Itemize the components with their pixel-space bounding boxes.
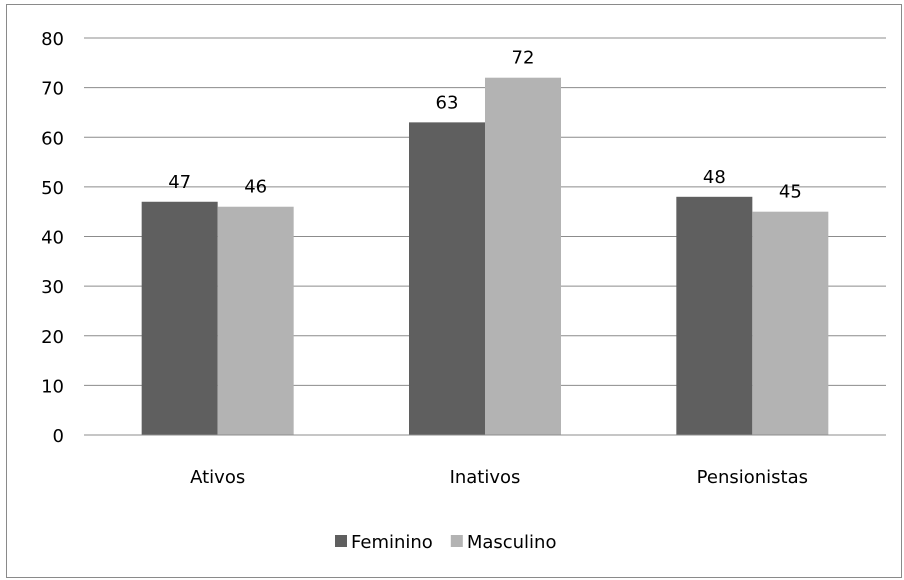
data-label: 72 bbox=[512, 48, 535, 69]
y-tick-label: 30 bbox=[41, 277, 64, 298]
bar bbox=[217, 206, 294, 435]
y-tick-label: 70 bbox=[41, 79, 64, 100]
data-label: 45 bbox=[779, 182, 802, 203]
x-tick-label: Inativos bbox=[450, 467, 521, 488]
y-tick-label: 50 bbox=[41, 178, 64, 199]
legend-swatch bbox=[335, 535, 347, 547]
bars bbox=[141, 77, 829, 436]
bar bbox=[409, 122, 485, 436]
x-tick-label: Ativos bbox=[190, 467, 245, 488]
bar bbox=[676, 196, 753, 435]
legend-label: Masculino bbox=[467, 532, 557, 553]
bar bbox=[485, 77, 561, 435]
bar bbox=[141, 201, 218, 435]
legend-label: Feminino bbox=[351, 532, 433, 553]
y-tick-label: 0 bbox=[53, 426, 64, 447]
data-label: 63 bbox=[436, 92, 459, 113]
bar bbox=[752, 211, 829, 435]
y-tick-label: 80 bbox=[41, 29, 64, 50]
data-label: 48 bbox=[703, 167, 726, 188]
legend-swatch bbox=[450, 535, 463, 547]
y-axis-ticks: 0 10 20 30 40 50 60 70 80 bbox=[41, 29, 64, 447]
x-tick-label: Pensionistas bbox=[697, 467, 808, 488]
y-tick-label: 60 bbox=[41, 128, 64, 149]
x-axis-ticks: Ativos Inativos Pensionistas bbox=[190, 467, 808, 488]
y-tick-label: 10 bbox=[41, 376, 64, 397]
legend: Feminino Masculino bbox=[335, 532, 556, 553]
data-label: 46 bbox=[244, 177, 267, 198]
y-tick-label: 20 bbox=[41, 327, 64, 348]
data-labels: 47 46 63 72 48 45 bbox=[168, 48, 802, 203]
data-label: 47 bbox=[168, 172, 191, 193]
y-tick-label: 40 bbox=[41, 228, 64, 249]
